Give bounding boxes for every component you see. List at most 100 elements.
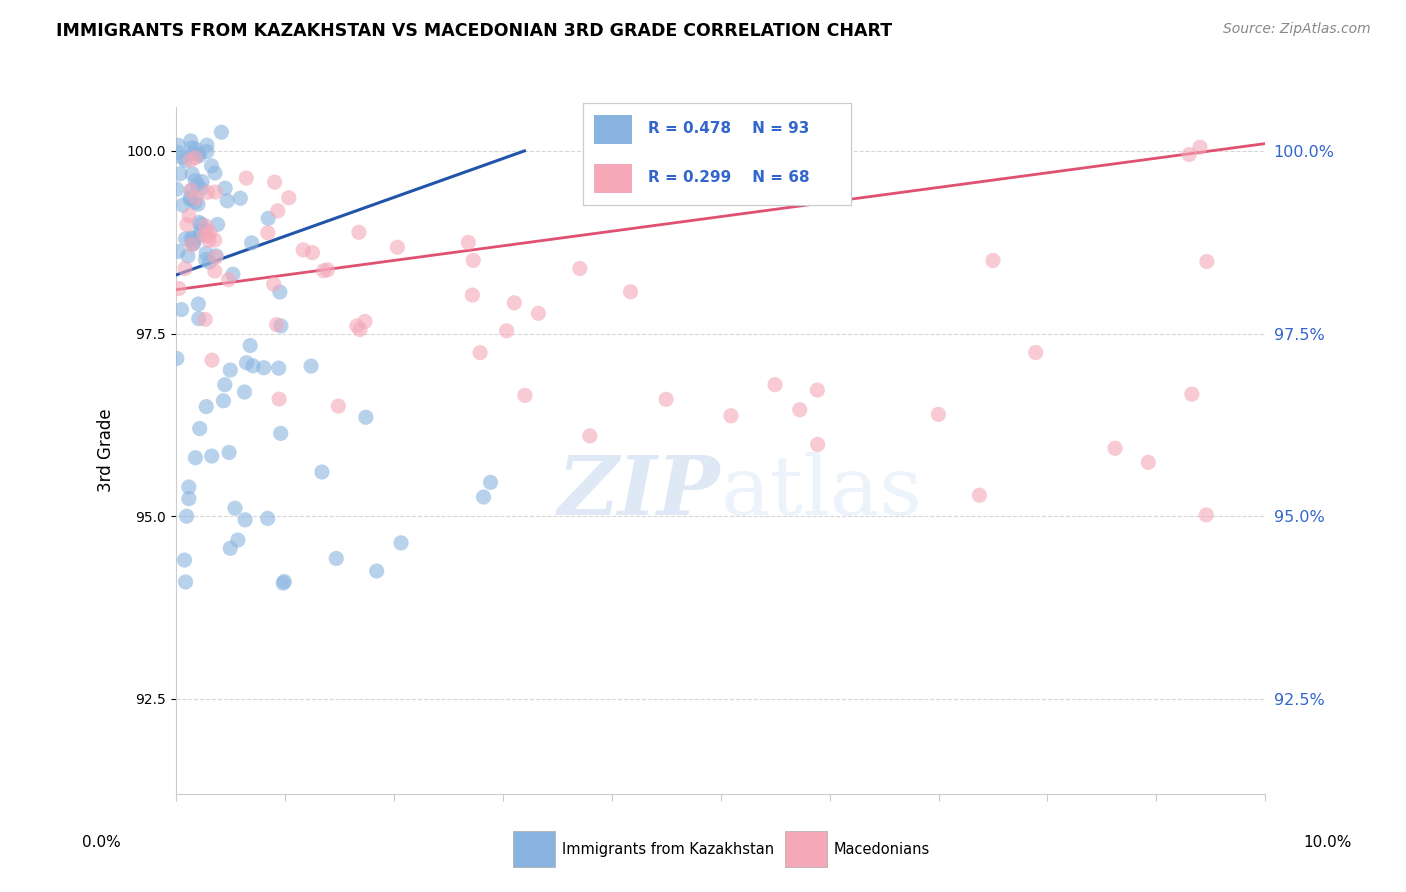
Point xyxy=(233,513,256,527)
Point xyxy=(389,536,412,550)
Point xyxy=(188,421,211,435)
Point xyxy=(180,183,202,197)
Point xyxy=(349,322,371,336)
Point xyxy=(190,227,212,242)
Point xyxy=(270,318,292,333)
Point xyxy=(217,194,239,208)
Point xyxy=(354,314,377,328)
Point xyxy=(181,167,204,181)
Point xyxy=(174,574,197,589)
Point xyxy=(181,146,204,161)
Point xyxy=(167,145,190,160)
Point xyxy=(1178,147,1201,161)
Point xyxy=(200,159,222,173)
Point xyxy=(177,480,200,494)
Point xyxy=(193,228,215,243)
Point xyxy=(472,490,495,504)
Point xyxy=(166,182,188,196)
Point xyxy=(187,311,209,326)
Point xyxy=(194,312,217,326)
Point xyxy=(479,475,502,490)
Point xyxy=(187,147,209,161)
Point xyxy=(188,224,211,238)
Point xyxy=(177,209,200,223)
Point xyxy=(271,576,294,591)
Point xyxy=(190,217,212,231)
Point xyxy=(214,181,236,195)
Point xyxy=(167,281,190,295)
Point xyxy=(655,392,678,407)
Point xyxy=(267,203,290,218)
Point xyxy=(198,255,221,269)
Point xyxy=(169,167,191,181)
Point xyxy=(180,193,202,207)
Point xyxy=(197,229,219,244)
Point xyxy=(495,324,517,338)
Point xyxy=(218,272,240,286)
Point xyxy=(204,185,226,199)
Point xyxy=(187,297,209,311)
Point xyxy=(183,234,205,248)
Point xyxy=(266,318,288,332)
Point xyxy=(184,195,207,210)
Point xyxy=(468,345,491,359)
Point xyxy=(457,235,479,250)
Point xyxy=(184,173,207,187)
Point xyxy=(187,197,209,211)
Point xyxy=(176,509,198,524)
Point xyxy=(172,151,194,165)
Point xyxy=(180,134,202,148)
Text: R = 0.478    N = 93: R = 0.478 N = 93 xyxy=(648,121,808,136)
Point xyxy=(253,360,276,375)
Point xyxy=(240,235,263,250)
Point xyxy=(197,186,219,200)
Point xyxy=(184,151,207,165)
Point xyxy=(267,361,290,376)
Point xyxy=(176,218,198,232)
Text: 0.0%: 0.0% xyxy=(82,836,121,850)
Point xyxy=(170,302,193,317)
Point xyxy=(195,138,218,153)
Point xyxy=(242,359,264,373)
Point xyxy=(463,253,485,268)
Point xyxy=(927,408,949,422)
Point xyxy=(204,166,226,180)
Point xyxy=(184,450,207,465)
Point xyxy=(527,306,550,320)
Bar xyxy=(595,164,631,193)
Point xyxy=(195,145,218,159)
Point xyxy=(579,429,602,443)
Point xyxy=(209,125,232,139)
Point xyxy=(180,141,202,155)
Y-axis label: 3rd Grade: 3rd Grade xyxy=(97,409,115,492)
Point xyxy=(181,231,204,245)
Point xyxy=(316,262,339,277)
Bar xyxy=(595,115,631,144)
Point xyxy=(198,234,221,248)
Point xyxy=(256,511,278,525)
Point xyxy=(311,465,333,479)
Point xyxy=(263,175,285,189)
Point xyxy=(177,491,200,506)
Point xyxy=(218,445,240,459)
Point xyxy=(180,238,202,252)
Point xyxy=(807,437,830,451)
Point xyxy=(194,223,217,237)
Point xyxy=(763,377,786,392)
Point xyxy=(201,449,224,463)
Text: 10.0%: 10.0% xyxy=(1303,836,1351,850)
Point xyxy=(806,383,828,397)
Point xyxy=(214,377,236,392)
Point xyxy=(167,138,190,153)
Text: Macedonians: Macedonians xyxy=(834,842,929,856)
Point xyxy=(981,253,1004,268)
Point xyxy=(190,182,212,196)
Point xyxy=(301,245,323,260)
Point xyxy=(219,363,242,377)
Point xyxy=(219,541,242,556)
Point xyxy=(235,171,257,186)
Point xyxy=(347,225,370,239)
Point xyxy=(503,295,526,310)
Point xyxy=(188,149,211,163)
Point xyxy=(387,240,409,254)
